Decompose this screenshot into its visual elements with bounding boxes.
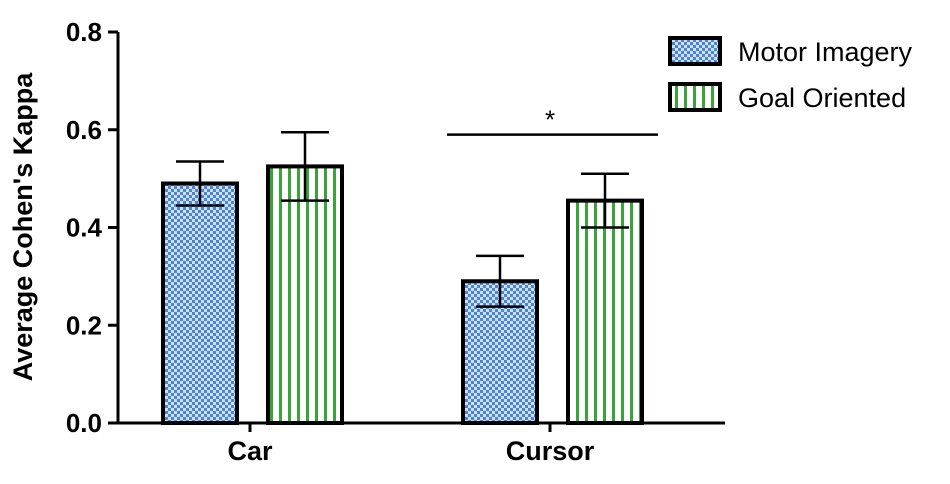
significance-marker: * (545, 105, 555, 135)
x-tick-label: Car (227, 436, 273, 466)
annotations: * (447, 105, 658, 136)
legend-swatch (668, 36, 722, 66)
error-bars (176, 130, 629, 308)
y-axis-label: Average Cohen's Kappa (8, 72, 38, 381)
bar (266, 164, 344, 425)
y-axis: 0.0 0.2 0.4 0.6 0.8 (66, 17, 120, 438)
y-tick-label: 0.4 (66, 213, 103, 243)
bar (566, 198, 644, 425)
x-tick-label: Cursor (506, 436, 595, 466)
bar (161, 181, 239, 425)
legend-label: Goal Oriented (738, 83, 906, 113)
legend-swatch (668, 82, 722, 112)
y-tick-label: 0.8 (66, 17, 102, 47)
bars (161, 164, 644, 426)
x-axis: Car Cursor (118, 421, 725, 466)
y-tick-label: 0.2 (66, 310, 102, 340)
y-tick-label: 0.6 (66, 115, 102, 145)
y-tick-label: 0.0 (66, 408, 102, 438)
legend-label: Motor Imagery (738, 37, 913, 67)
legend: Motor Imagery Goal Oriented (668, 36, 913, 113)
